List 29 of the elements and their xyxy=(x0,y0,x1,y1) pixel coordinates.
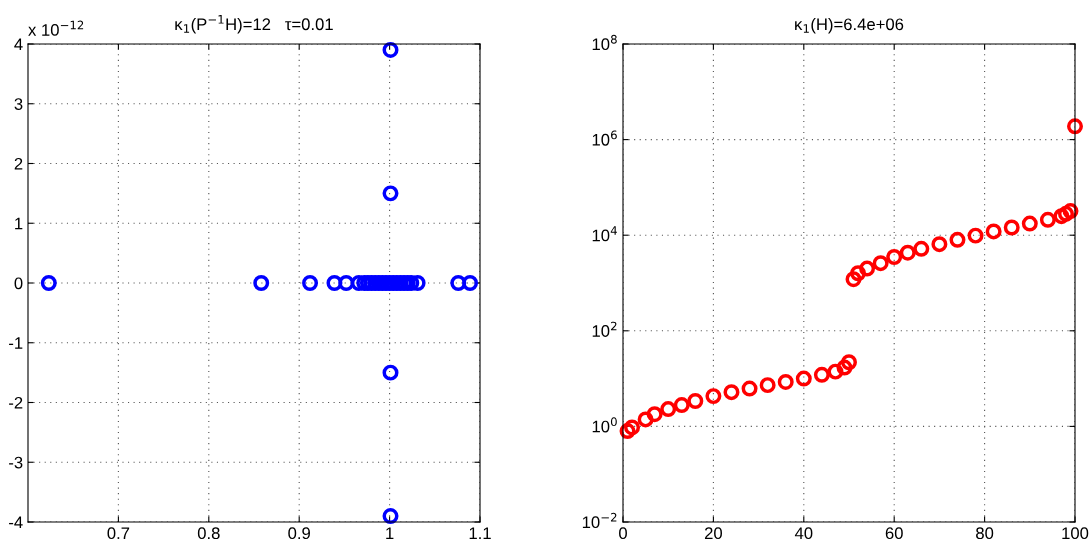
x-tick-label: 1.1 xyxy=(469,527,491,539)
x-tick-label: 40 xyxy=(794,527,813,540)
x-tick-label: 60 xyxy=(885,527,903,540)
text: x 10$^{−12}$ xyxy=(28,20,84,36)
y-tick-label: 10$^{−2}$ xyxy=(582,512,617,529)
x-tick-label: 80 xyxy=(976,527,994,540)
y-tick-label: 10$^{0}$ xyxy=(592,417,617,433)
x-tick-label: 1 xyxy=(386,527,394,539)
y-tick-label: 3 xyxy=(14,98,23,110)
y-tick-label: 10$^{4}$ xyxy=(592,226,617,242)
y-tick-label: -4 xyxy=(9,516,23,529)
y-tick-label: 1 xyxy=(15,217,23,230)
x-tick-label: 100 xyxy=(1062,527,1089,540)
x-tick-label: 0 xyxy=(619,527,627,540)
y-tick-label: 4 xyxy=(14,38,23,51)
x-tick-label: 0.9 xyxy=(288,527,310,540)
y-tick-label: 10$^{8}$ xyxy=(592,34,617,51)
y-tick-label: -1 xyxy=(9,337,23,349)
x-tick-label: 20 xyxy=(704,527,723,540)
x-tick-label: 0.8 xyxy=(197,527,220,540)
y-tick-label: 0 xyxy=(14,277,23,290)
y-tick-label: -2 xyxy=(9,396,23,409)
y-tick-label: 2 xyxy=(14,157,23,170)
chart-title: κ$_{1}$(H)=6.4e+06 xyxy=(795,17,904,34)
x-tick-label: 0.7 xyxy=(107,527,130,540)
y-tick-label: 10$^{2}$ xyxy=(592,321,617,337)
chart-title: κ$_{1}$(P$^{−1}$H)=12 τ=0.01 xyxy=(175,15,333,34)
y-tick-label: -3 xyxy=(9,456,23,469)
y-tick-label: 10$^{6}$ xyxy=(592,130,617,146)
